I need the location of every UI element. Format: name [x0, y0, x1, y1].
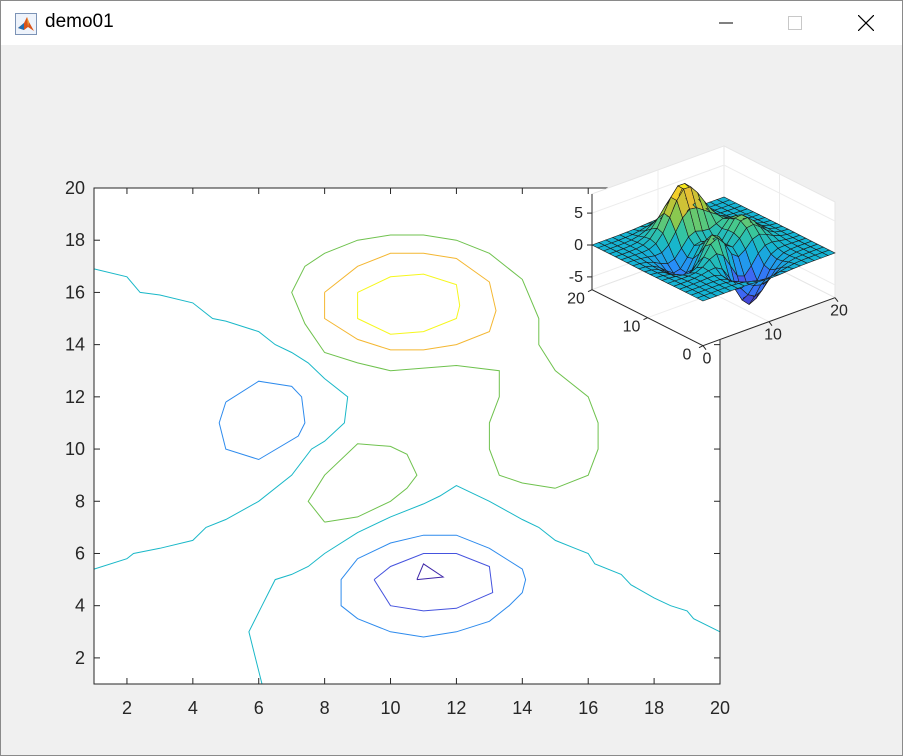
close-icon [858, 15, 874, 31]
y-tick-label: 12 [65, 387, 85, 407]
contour-line [291, 234, 599, 489]
contour-lines [93, 234, 721, 685]
x-tick-label: 8 [320, 698, 330, 718]
matlab-icon [15, 13, 37, 35]
x-tick-label: 12 [446, 698, 466, 718]
x-tick-label: 6 [254, 698, 264, 718]
contour-line [324, 252, 497, 351]
contour-line [218, 380, 306, 461]
x-tick-label: 20 [710, 698, 730, 718]
y-tick-label: 20 [65, 178, 85, 198]
contour-line [373, 553, 494, 612]
contour-axes-background [94, 188, 720, 684]
y-tick-label: 4 [75, 596, 85, 616]
y-tick-label: 8 [75, 491, 85, 511]
contour-line [340, 534, 527, 638]
contour-line [357, 273, 461, 335]
minimize-icon [719, 22, 733, 24]
y-tick-label: 10 [65, 439, 85, 459]
x-tick-label: 4 [188, 698, 198, 718]
x-tick-label: 16 [578, 698, 598, 718]
maximize-icon [788, 16, 802, 30]
contour-axes-box [93, 187, 721, 685]
y-tick-label: 6 [75, 543, 85, 563]
x-tick-label: 2 [122, 698, 132, 718]
x-tick-label: 10 [381, 698, 401, 718]
y-tick-label: 14 [65, 335, 85, 355]
y-tick-label: 2 [75, 648, 85, 668]
contour-line [307, 443, 418, 523]
title-bar[interactable]: demo01 [1, 1, 902, 45]
maximize-button[interactable] [760, 1, 830, 45]
y-tick-label: 18 [65, 230, 85, 250]
contour-line [248, 485, 721, 685]
close-button[interactable] [831, 1, 901, 45]
y-tick-label: 16 [65, 282, 85, 302]
x-tick-label: 14 [512, 698, 532, 718]
window-title: demo01 [45, 11, 114, 32]
contour-line [93, 268, 349, 570]
x-tick-label: 18 [644, 698, 664, 718]
minimize-button[interactable] [691, 1, 761, 45]
contour-line [416, 563, 445, 581]
